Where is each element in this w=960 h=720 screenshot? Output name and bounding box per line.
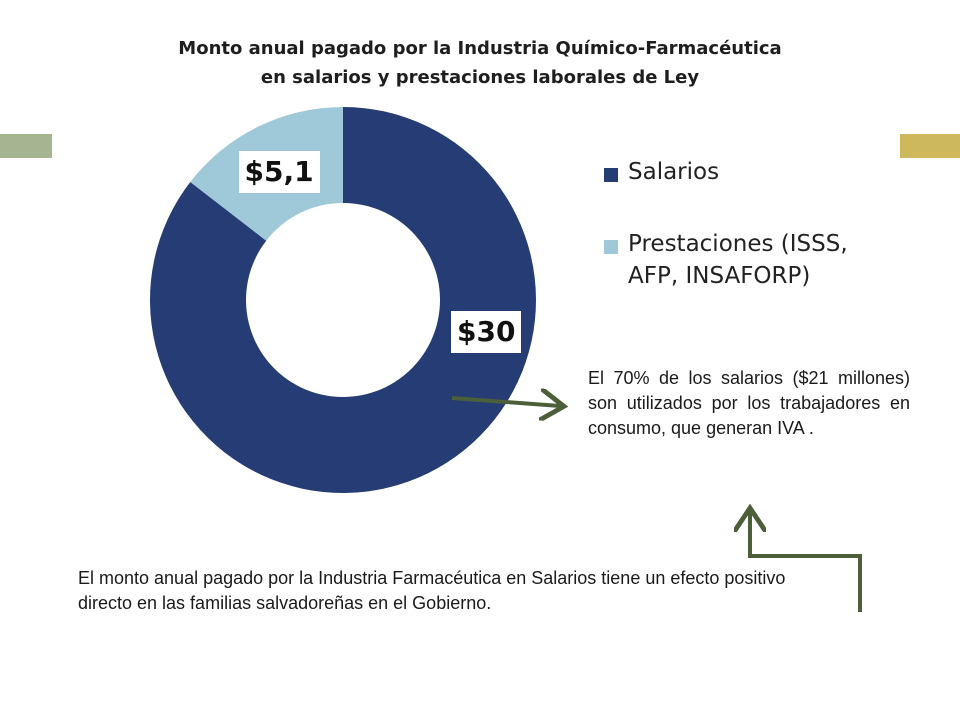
decorative-bar-right [900,134,960,158]
chart-title: Monto anual pagado por la Industria Quím… [60,34,900,92]
data-label-prestaciones: $5,1 [238,151,320,193]
legend-item-prestaciones: Prestaciones (ISSS, AFP, INSAFORP) [604,228,904,292]
arrow-from-footer-to-note [750,512,862,612]
donut-slice-salarios [149,107,536,494]
legend-swatch-prestaciones [604,240,618,254]
footer-text: El monto anual pagado por la Industria F… [78,568,786,613]
legend-item-salarios: Salarios [604,156,904,188]
legend-swatch-salarios [604,168,618,182]
salary-consumption-note: El 70% de los salarios ($21 millones) so… [588,368,910,438]
legend-label-salarios: Salarios [628,159,720,185]
data-label-salarios: $30 [451,311,522,353]
chart-title-line-1: Monto anual pagado por la Industria Quím… [178,38,782,59]
legend-label-prestaciones: Prestaciones (ISSS, AFP, INSAFORP) [628,231,848,289]
decorative-bar-left [0,134,52,158]
chart-title-line-2: en salarios y prestaciones laborales de … [260,67,700,88]
arrow-to-note [451,398,560,406]
chart-legend: Salarios Prestaciones (ISSS, AFP, INSAFO… [604,156,904,332]
